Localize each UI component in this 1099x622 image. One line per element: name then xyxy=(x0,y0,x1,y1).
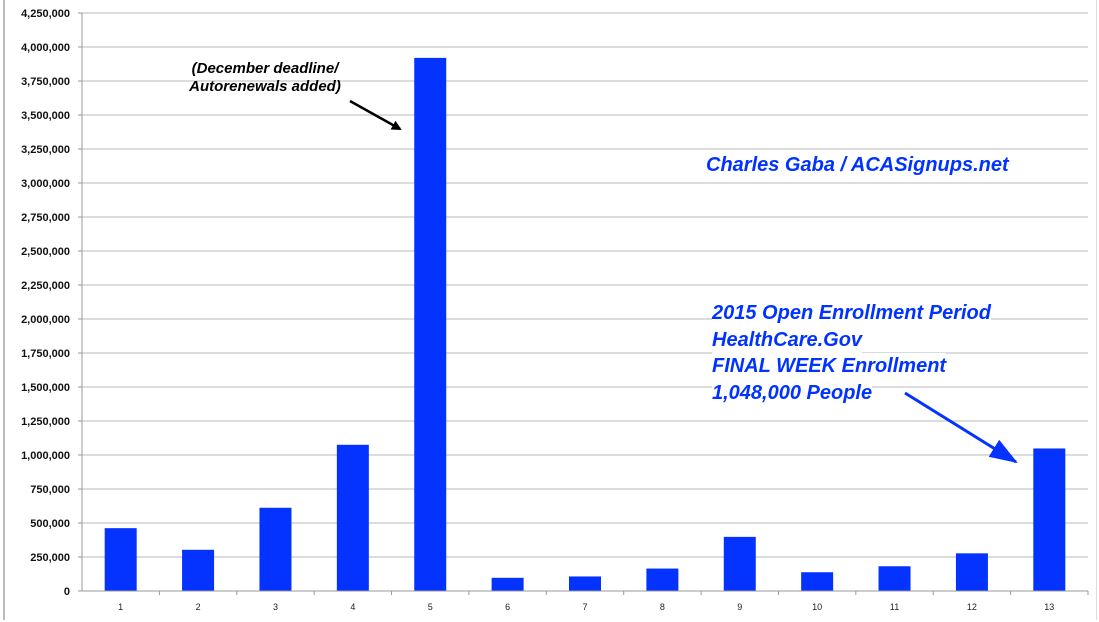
bar-5 xyxy=(414,57,447,591)
bar-12 xyxy=(955,553,988,591)
final-week-arrow xyxy=(904,391,1018,464)
x-tick-label: 2 xyxy=(196,602,201,612)
bar-3 xyxy=(259,507,292,591)
bar-9 xyxy=(723,536,756,591)
december-annotation-line: Autorenewals added) xyxy=(189,78,341,95)
x-tick-label: 5 xyxy=(428,602,433,612)
x-tick-label: 10 xyxy=(812,602,822,612)
credit-annotation: Charles Gaba / ACASignups.net xyxy=(706,154,1009,176)
y-tick-label: 500,000 xyxy=(30,518,70,530)
final-week-annotation: 2015 Open Enrollment Period HealthCare.G… xyxy=(712,300,991,406)
y-tick-label: 3,750,000 xyxy=(21,76,70,88)
y-tick-label: 1,750,000 xyxy=(21,348,70,360)
x-tick-label: 3 xyxy=(273,602,278,612)
final-week-line: 1,048,000 People xyxy=(712,379,873,406)
december-annotation-line: (December deadline/ xyxy=(191,60,339,77)
december-arrow xyxy=(349,99,402,131)
bar-7 xyxy=(569,576,601,591)
bar-11 xyxy=(878,566,911,591)
y-tick-label: 3,250,000 xyxy=(21,144,70,156)
x-tick-label: 9 xyxy=(737,602,742,612)
y-tick-label: 4,250,000 xyxy=(21,8,70,20)
y-tick-label: 1,000,000 xyxy=(21,450,70,462)
december-annotation: (December deadline/ Autorenewals added) xyxy=(160,60,370,96)
y-tick-label: 2,750,000 xyxy=(21,212,70,224)
x-tick-label: 6 xyxy=(505,602,510,612)
y-tick-label: 250,000 xyxy=(30,552,70,564)
bar-6 xyxy=(491,577,524,591)
x-tick-label: 13 xyxy=(1044,602,1054,612)
x-tick-label: 12 xyxy=(967,602,977,612)
y-tick-label: 2,500,000 xyxy=(21,246,70,258)
y-tick-label: 4,000,000 xyxy=(21,42,70,54)
x-tick-label: 8 xyxy=(660,602,665,612)
final-week-line: HealthCare.Gov xyxy=(712,326,863,353)
x-tick-label: 11 xyxy=(890,602,899,612)
y-tick-label: 3,500,000 xyxy=(21,110,70,122)
y-tick-label: 1,500,000 xyxy=(21,382,70,394)
final-week-line: 2015 Open Enrollment Period xyxy=(712,300,991,327)
bar-1 xyxy=(104,528,137,591)
y-tick-label: 2,000,000 xyxy=(21,314,70,326)
y-tick-label: 2,250,000 xyxy=(21,280,70,292)
bar-13 xyxy=(1033,448,1066,591)
y-tick-label: 0 xyxy=(64,586,70,598)
y-tick-label: 3,000,000 xyxy=(21,178,70,190)
y-tick-label: 1,250,000 xyxy=(21,416,70,428)
y-tick-label: 750,000 xyxy=(30,484,70,496)
bar-2 xyxy=(182,549,215,591)
x-tick-label: 4 xyxy=(350,602,355,612)
x-tick-label: 7 xyxy=(582,602,587,612)
final-week-line: FINAL WEEK Enrollment xyxy=(712,353,947,380)
bar-4 xyxy=(336,444,369,591)
chart-frame xyxy=(3,0,1097,620)
bar-10 xyxy=(801,572,834,591)
x-tick-label: 1 xyxy=(118,602,123,612)
bar-8 xyxy=(646,568,679,591)
